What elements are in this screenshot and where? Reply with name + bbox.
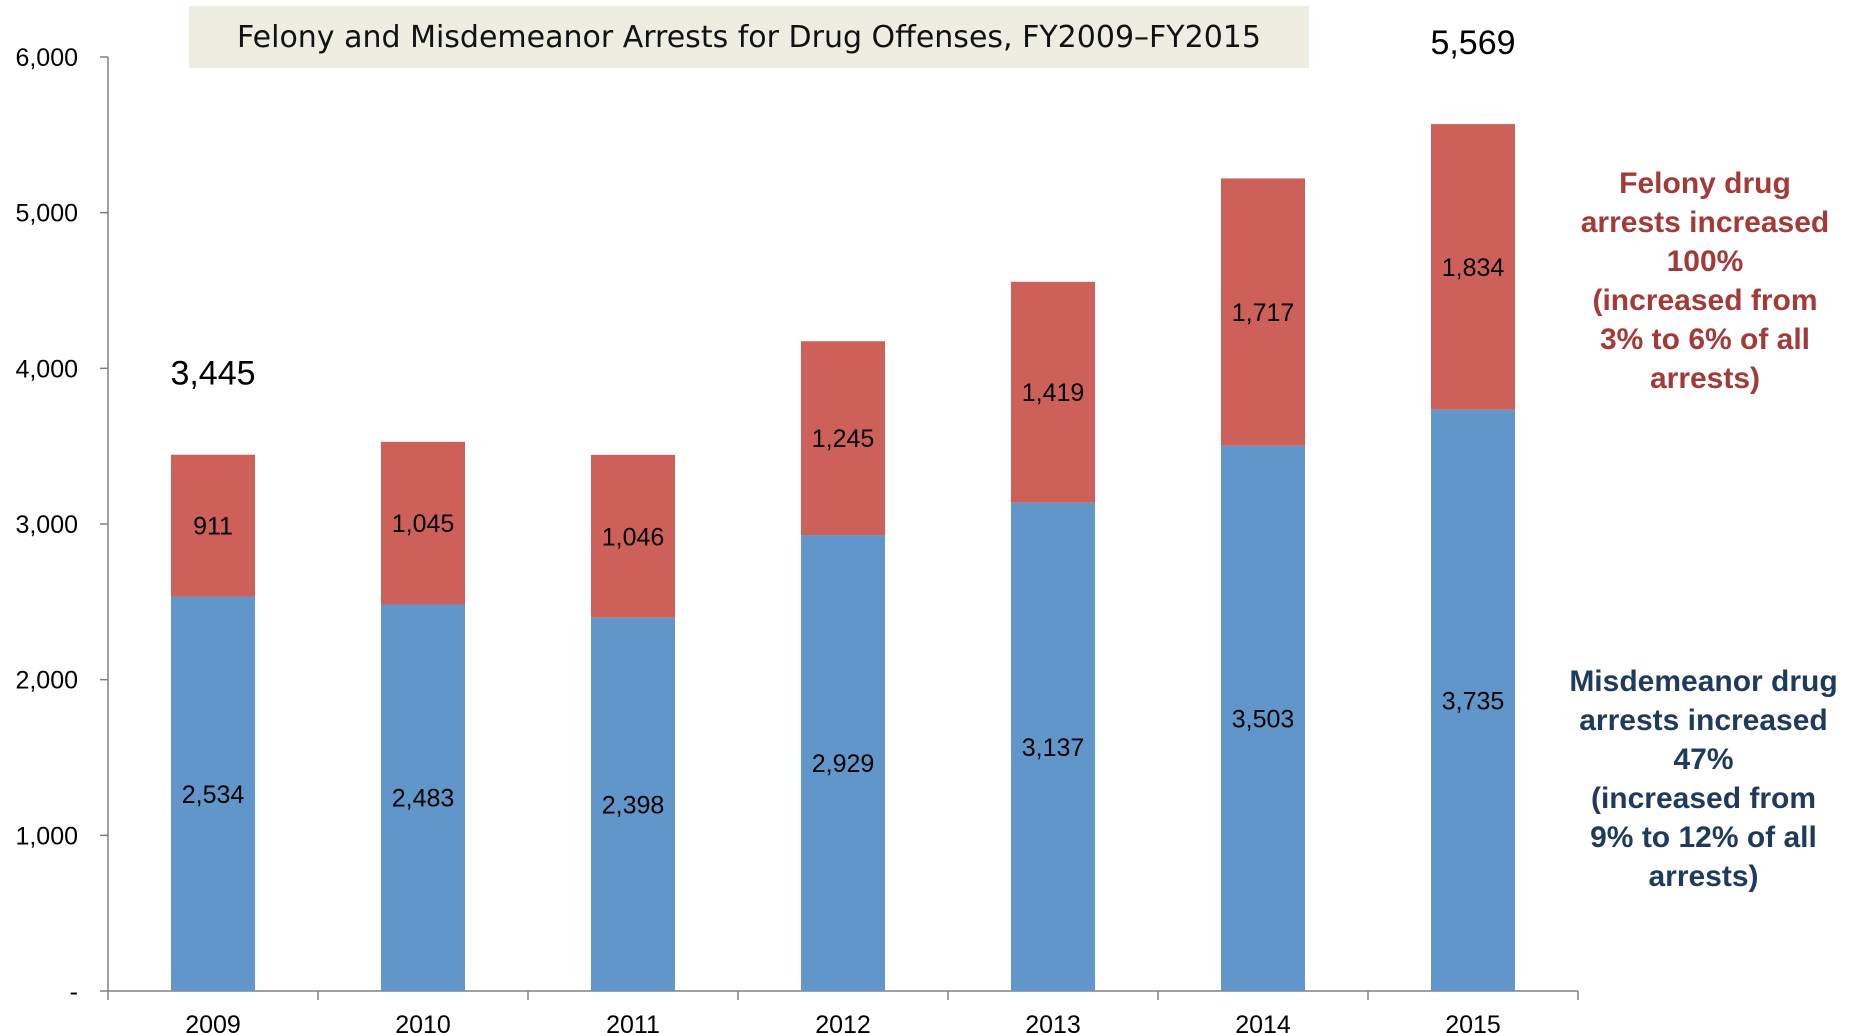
y-tick-label: - — [70, 978, 78, 1006]
data-label: 1,245 — [812, 425, 875, 453]
data-label: 2,483 — [392, 785, 455, 813]
misdemeanor-annotation-line: (increased from — [1590, 782, 1817, 815]
bar-segment — [1221, 445, 1305, 991]
bar-segment — [1011, 502, 1095, 991]
misdemeanor-annotation-line: arrests) — [1648, 860, 1759, 893]
data-label: 3,503 — [1232, 705, 1295, 733]
bar-segment — [801, 341, 885, 536]
bar-segment — [171, 454, 255, 597]
y-tick-label: 2,000 — [15, 667, 78, 695]
x-tick-label: 2014 — [1235, 1011, 1291, 1033]
misdemeanor-annotation-line: 47% — [1673, 743, 1734, 776]
bar-segment — [1431, 124, 1515, 410]
bar-segment — [1431, 409, 1515, 992]
x-tick-label: 2015 — [1445, 1011, 1501, 1033]
data-label: 1,045 — [392, 510, 455, 538]
data-label: 3,735 — [1442, 687, 1505, 715]
x-tick-label: 2010 — [395, 1011, 451, 1033]
misdemeanor-annotation: Misdemeanor drug arrests increased 47% (… — [1555, 662, 1852, 896]
data-label: 1,419 — [1022, 379, 1085, 407]
bar-segment — [801, 535, 885, 991]
y-tick-label: 6,000 — [15, 44, 78, 72]
y-tick-label: 1,000 — [15, 822, 78, 850]
bar-segment — [591, 454, 675, 618]
chart-title: Felony and Misdemeanor Arrests for Drug … — [189, 6, 1309, 68]
data-label: 1,717 — [1232, 299, 1295, 327]
bar-segment — [1221, 178, 1305, 446]
x-tick-label: 2011 — [606, 1011, 660, 1033]
felony-annotation-line: 100% — [1666, 245, 1744, 278]
felony-annotation-line: 3% to 6% of all — [1599, 323, 1811, 356]
total-label: 5,569 — [1430, 24, 1515, 62]
x-tick-label: 2012 — [815, 1011, 871, 1033]
misdemeanor-annotation-line: Misdemeanor drug — [1569, 665, 1838, 698]
data-label: 911 — [193, 513, 233, 541]
data-label: 1,046 — [602, 523, 665, 551]
misdemeanor-annotation-line: 9% to 12% of all — [1590, 821, 1817, 854]
felony-annotation-line: arrests increased — [1580, 206, 1830, 239]
x-tick-label: 2013 — [1025, 1011, 1081, 1033]
bar-segment — [381, 604, 465, 991]
bar-segment — [591, 617, 675, 991]
bar-segment — [171, 596, 255, 991]
misdemeanor-annotation-line: arrests increased — [1579, 704, 1828, 737]
x-tick-label: 2009 — [185, 1011, 241, 1033]
total-label: 3,445 — [170, 355, 255, 393]
data-label: 3,137 — [1022, 734, 1085, 762]
data-label: 2,929 — [812, 750, 875, 778]
bar-segment — [1011, 281, 1095, 503]
data-label: 1,834 — [1442, 254, 1505, 282]
felony-annotation: Felony drug arrests increased 100% (incr… — [1560, 164, 1850, 398]
felony-annotation-line: Felony drug — [1619, 167, 1791, 200]
data-label: 2,398 — [602, 791, 665, 819]
y-tick-label: 5,000 — [15, 200, 78, 228]
felony-annotation-line: (increased from — [1592, 284, 1818, 317]
y-tick-label: 3,000 — [15, 511, 78, 539]
bar-segment — [381, 441, 465, 605]
data-label: 2,534 — [182, 781, 245, 809]
felony-annotation-line: arrests) — [1649, 362, 1761, 395]
y-tick-label: 4,000 — [15, 355, 78, 383]
